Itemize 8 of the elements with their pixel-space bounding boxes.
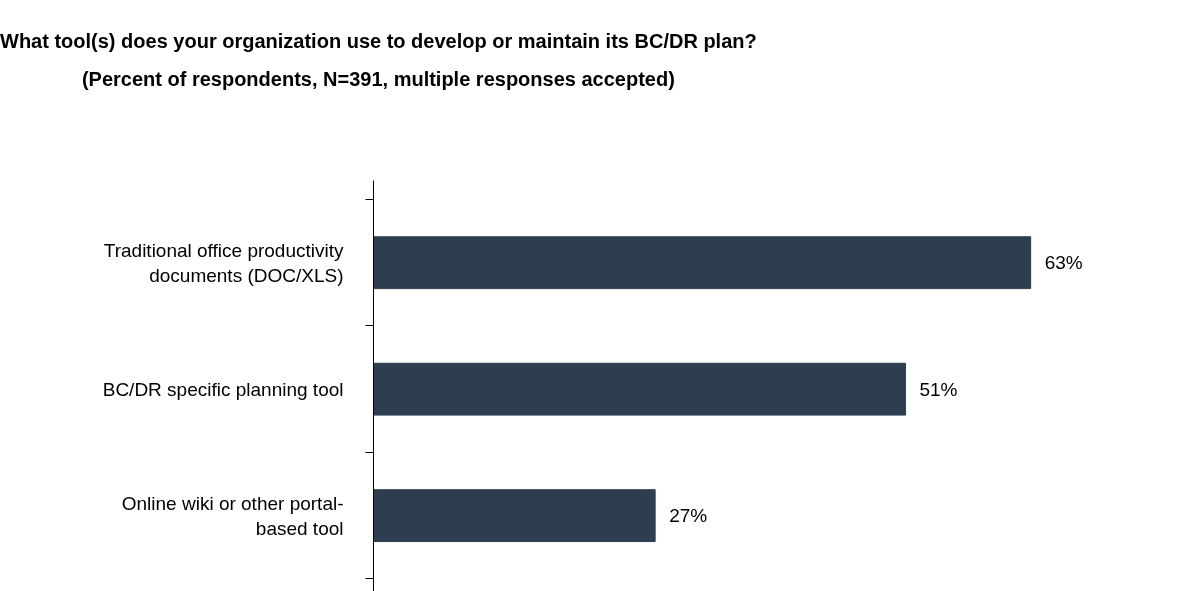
y-tick-label: Online wiki or other portal-based tool <box>121 492 344 539</box>
data-label: 63% <box>1044 252 1083 274</box>
chart-subtitle: (Percent of respondents, N=391, multiple responses accepted) <box>81 68 675 90</box>
data-label: 27% <box>669 505 708 527</box>
data-label: 51% <box>919 378 958 400</box>
chart-title: What tool(s) does your organization use to develop or maintain its BC/DR plan? <box>0 30 757 52</box>
y-tick-label: Traditional office productivity documents (DOC/XLS) <box>103 239 344 286</box>
y-tick-label: BC/DR specific planning tool <box>102 378 344 400</box>
